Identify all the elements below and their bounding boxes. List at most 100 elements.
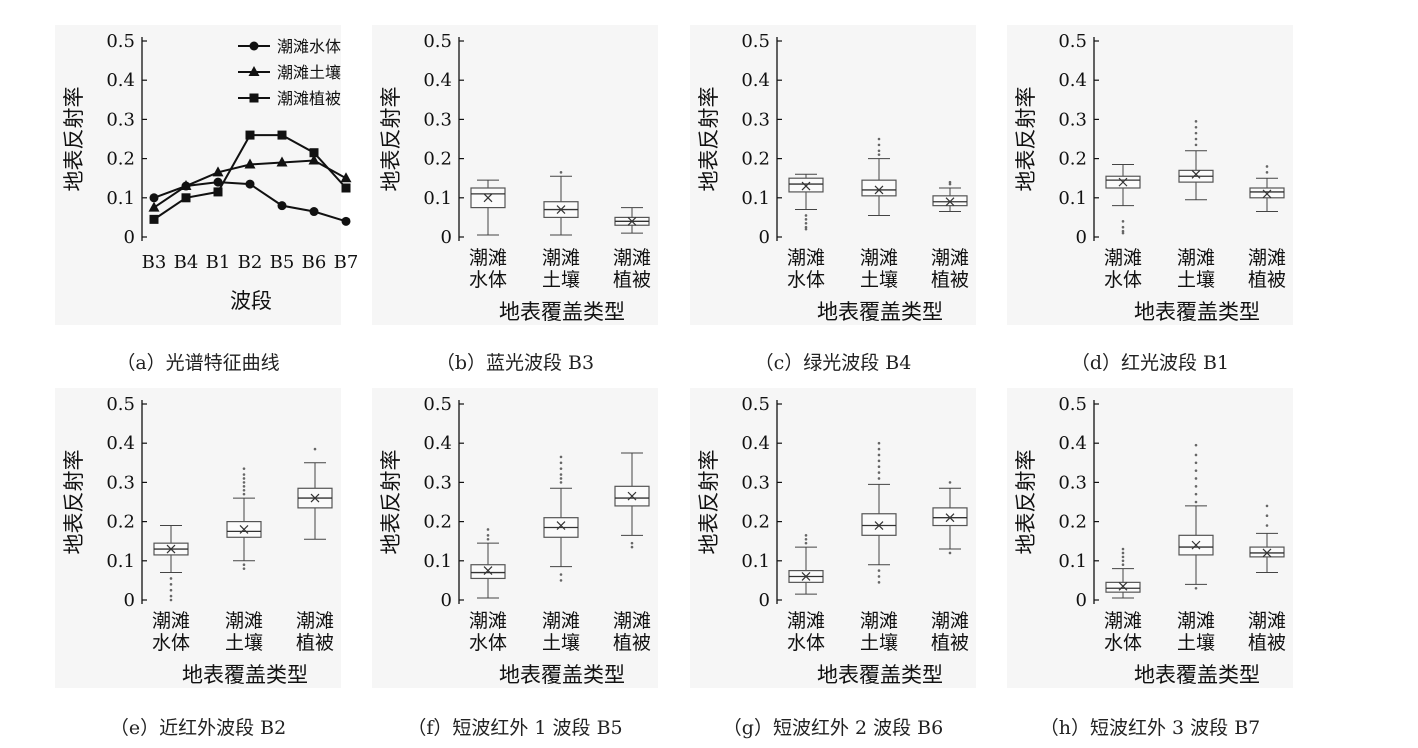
box-mean-marker xyxy=(483,566,493,576)
data-point-square xyxy=(245,130,255,140)
x-category-label: 植被 xyxy=(613,632,651,654)
y-tick-label: 0 xyxy=(441,227,452,248)
y-tick-label: 0 xyxy=(124,227,135,248)
legend-label: 潮滩植被 xyxy=(277,89,341,108)
legend-marker-triangle xyxy=(248,66,260,76)
outlier-point xyxy=(242,473,246,476)
y-tick-label: 0.3 xyxy=(1058,472,1087,493)
y-tick-label: 0.5 xyxy=(423,31,452,52)
y-tick-label: 0.1 xyxy=(741,551,770,572)
outlier-point xyxy=(1194,120,1198,123)
x-category-label: 潮滩 xyxy=(469,610,507,632)
x-category-label: 土壤 xyxy=(1177,269,1215,291)
panel-g: 0 0.1 0.2 0.3 0.4 0.5 地表反射率 潮滩 水体 潮滩 土壤 潮滩 植被 地表覆盖类型 xyxy=(690,388,976,688)
panel-b: 0 0.1 0.2 0.3 0.4 0.5 地表反射率 潮滩 水体 潮滩 土壤 潮滩 植被 地表覆盖类型 xyxy=(372,25,658,325)
data-point-triangle xyxy=(212,166,224,177)
outlier-point xyxy=(877,581,881,584)
box-mean-marker xyxy=(801,181,811,191)
x-tick-label: B5 xyxy=(270,252,295,273)
x-category-label: 水体 xyxy=(1104,269,1142,291)
box-mean-marker xyxy=(310,493,320,503)
box-iqr xyxy=(1105,581,1141,593)
outlier-point xyxy=(804,214,808,217)
outlier-point xyxy=(1194,469,1198,472)
outlier-point xyxy=(1121,547,1125,551)
x-category-label: 水体 xyxy=(469,632,507,654)
y-axis-label: 地表反射率 xyxy=(379,450,403,555)
outlier-point xyxy=(559,461,563,465)
box-iqr xyxy=(861,513,897,536)
x-category-label: 土壤 xyxy=(860,632,898,654)
panel-h: 0 0.1 0.2 0.3 0.4 0.5 地表反射率 潮滩 水体 潮滩 土壤 潮滩 植被 地表覆盖类型 xyxy=(1007,388,1293,688)
outlier-point xyxy=(559,579,563,582)
x-category-label: 潮滩 xyxy=(1248,247,1286,269)
panel-background xyxy=(55,25,341,325)
x-category-label: 潮滩 xyxy=(1177,247,1215,269)
box-mean-marker xyxy=(239,525,249,534)
outlier-point xyxy=(559,467,563,470)
x-category-label: 潮滩 xyxy=(469,247,507,269)
x-category-label: 潮滩 xyxy=(931,247,969,269)
x-category-label: 土壤 xyxy=(542,269,580,291)
y-tick-label: 0.3 xyxy=(1058,109,1087,130)
x-category-label: 植被 xyxy=(1248,632,1286,654)
outlier-point xyxy=(877,137,881,141)
panel-caption-f: （f）短波红外 1 波段 B5 xyxy=(407,717,623,739)
outlier-point xyxy=(1121,559,1125,563)
x-category-label: 潮滩 xyxy=(296,610,334,632)
outlier-point xyxy=(1194,500,1198,504)
y-tick-label: 0 xyxy=(759,590,770,611)
box-mean-marker xyxy=(874,185,884,195)
panel-background xyxy=(55,388,341,688)
outlier-point xyxy=(242,488,246,492)
outlier-point xyxy=(948,180,952,184)
y-tick-label: 0.5 xyxy=(106,394,135,415)
outlier-point xyxy=(1194,137,1198,141)
data-point-square xyxy=(181,193,191,203)
y-tick-label: 0.2 xyxy=(1058,512,1087,533)
y-axis-label: 地表反射率 xyxy=(62,450,86,555)
panel-background xyxy=(690,25,976,325)
y-tick-label: 0.5 xyxy=(1058,394,1087,415)
panel-caption-a: （a）光谱特征曲线 xyxy=(116,352,280,374)
y-tick-label: 0.5 xyxy=(1058,31,1087,52)
box-iqr xyxy=(861,179,897,197)
outlier-point xyxy=(169,594,173,598)
y-tick-label: 0.1 xyxy=(106,188,135,209)
outlier-point xyxy=(1121,220,1125,223)
x-category-label: 潮滩 xyxy=(613,610,651,632)
x-axis-label: 地表覆盖类型 xyxy=(817,300,943,324)
outlier-point xyxy=(877,465,881,469)
outlier-point xyxy=(877,441,881,445)
y-tick-label: 0.4 xyxy=(1058,433,1087,454)
x-category-label: 植被 xyxy=(931,269,969,291)
x-axis-label: 波段 xyxy=(230,289,272,313)
y-axis-label: 地表反射率 xyxy=(1014,450,1038,555)
data-point-triangle xyxy=(148,201,160,212)
outlier-point xyxy=(877,149,881,153)
outlier-point xyxy=(242,481,246,484)
y-tick-label: 0.3 xyxy=(106,109,135,130)
x-category-label: 潮滩 xyxy=(1104,247,1142,269)
x-category-label: 土壤 xyxy=(1177,632,1215,654)
y-tick-label: 0 xyxy=(124,590,135,611)
x-axis-label: 地表覆盖类型 xyxy=(182,663,308,687)
outlier-point xyxy=(877,143,881,147)
outlier-point xyxy=(1194,443,1198,447)
panel-a: 0 0.1 0.2 0.3 0.4 0.5 地表反射率 B3 B4 B1 B2 B5 B6 B7 波段 潮滩水… xyxy=(55,25,358,325)
panel-background xyxy=(372,388,658,688)
outlier-point xyxy=(1194,586,1198,590)
box-mean-marker xyxy=(945,197,955,207)
outlier-point xyxy=(1194,461,1198,465)
y-tick-label: 0.1 xyxy=(423,551,452,572)
x-category-label: 潮滩 xyxy=(860,610,898,632)
y-tick-label: 0.2 xyxy=(1058,149,1087,170)
y-tick-label: 0.5 xyxy=(741,31,770,52)
y-tick-label: 0.3 xyxy=(423,472,452,493)
box-iqr xyxy=(1249,546,1285,558)
outlier-point xyxy=(1194,453,1198,457)
y-tick-label: 0.1 xyxy=(1058,188,1087,209)
outlier-point xyxy=(169,588,173,592)
outlier-point xyxy=(486,534,490,537)
data-point-triangle xyxy=(244,158,256,169)
